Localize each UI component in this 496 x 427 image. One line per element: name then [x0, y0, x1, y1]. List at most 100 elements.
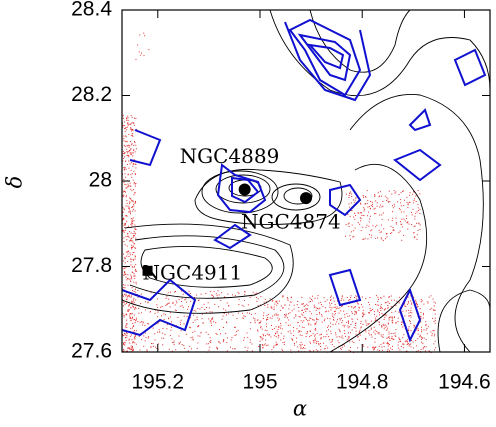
dot — [415, 301, 417, 303]
dot — [317, 295, 319, 297]
dot — [329, 306, 331, 308]
dot — [159, 320, 161, 322]
dot — [327, 326, 329, 328]
dot — [125, 273, 127, 275]
dot — [375, 295, 377, 297]
dot — [343, 310, 345, 312]
dot — [372, 347, 374, 349]
dot — [374, 329, 376, 331]
dot — [128, 339, 130, 341]
dot — [395, 305, 397, 307]
dot — [129, 316, 131, 318]
dot — [133, 149, 135, 151]
dot — [262, 338, 264, 340]
dot — [387, 307, 389, 309]
dot — [170, 326, 172, 328]
dot — [413, 326, 415, 328]
dot — [351, 312, 353, 314]
dot — [391, 318, 393, 320]
dot — [122, 229, 124, 231]
dot — [411, 339, 413, 341]
dot — [199, 308, 201, 310]
dot — [415, 339, 417, 341]
dot — [374, 333, 376, 335]
dot — [270, 336, 272, 338]
dot — [128, 150, 130, 152]
dot — [402, 310, 404, 312]
dot — [351, 224, 353, 226]
dot — [159, 331, 161, 333]
dot — [289, 330, 291, 332]
dot — [192, 331, 194, 333]
dot — [225, 332, 227, 334]
dot — [132, 325, 134, 327]
dot — [132, 340, 134, 342]
dot — [386, 199, 388, 201]
dot — [323, 320, 325, 322]
dot — [122, 230, 124, 232]
dot — [378, 324, 380, 326]
dot — [326, 310, 328, 312]
dot — [132, 210, 134, 212]
dot — [316, 333, 318, 335]
dot — [201, 313, 203, 315]
dot — [387, 306, 389, 308]
dot — [130, 345, 132, 347]
dot — [192, 336, 194, 338]
dot — [262, 317, 264, 319]
dot — [344, 335, 346, 337]
dot — [276, 330, 278, 332]
dot — [351, 311, 353, 313]
dot — [338, 342, 340, 344]
dot — [266, 333, 268, 335]
dot — [420, 321, 422, 323]
dot — [406, 340, 408, 342]
dot — [155, 346, 157, 348]
dot — [124, 127, 126, 129]
dot — [368, 332, 370, 334]
dot — [371, 201, 373, 203]
dot — [133, 149, 135, 151]
dot — [318, 308, 320, 310]
dot — [349, 215, 351, 217]
dot — [135, 228, 137, 230]
dot — [284, 314, 286, 316]
dot — [133, 236, 135, 238]
dot — [399, 221, 401, 223]
dot — [430, 331, 432, 333]
dot — [243, 305, 245, 307]
dot — [338, 328, 340, 330]
dot — [409, 344, 411, 346]
dot — [413, 225, 415, 227]
dot — [316, 313, 318, 315]
dot — [387, 343, 389, 345]
dot — [268, 334, 270, 336]
dot — [279, 309, 281, 311]
dot — [404, 305, 406, 307]
dot — [160, 306, 162, 308]
dot — [123, 343, 125, 345]
dot — [144, 35, 146, 37]
dot — [135, 59, 137, 61]
dot — [130, 162, 132, 164]
dot — [382, 323, 384, 325]
dot — [174, 291, 176, 293]
dot — [387, 304, 389, 306]
dot — [163, 337, 165, 339]
dot — [368, 221, 370, 223]
dot — [336, 306, 338, 308]
dot — [147, 302, 149, 304]
dot — [299, 343, 301, 345]
dot — [280, 325, 282, 327]
dot — [132, 272, 134, 274]
dot — [398, 232, 400, 234]
dot — [355, 313, 357, 315]
dot — [126, 155, 128, 157]
dot — [322, 342, 324, 344]
dot — [141, 339, 143, 341]
dot — [382, 342, 384, 344]
dot — [244, 291, 246, 293]
dot — [421, 338, 423, 340]
dot — [166, 303, 168, 305]
dot — [395, 191, 397, 193]
